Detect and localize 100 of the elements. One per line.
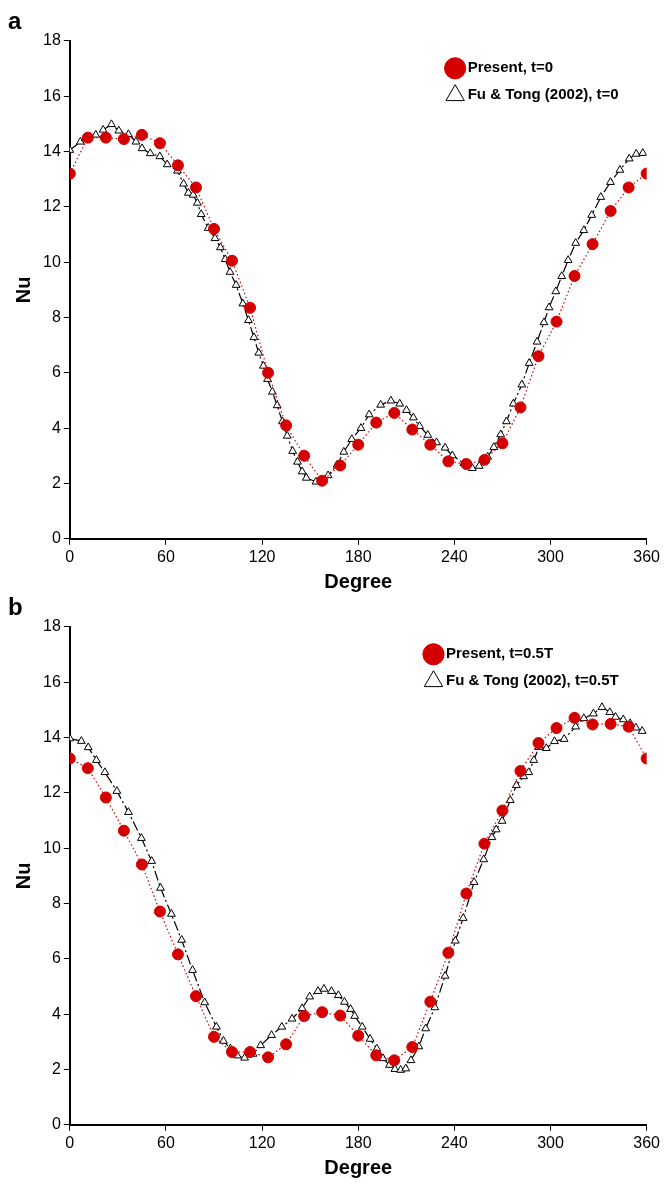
x-tick-label: 360 — [633, 1133, 661, 1151]
point — [568, 711, 581, 724]
point — [117, 133, 130, 146]
point — [550, 722, 563, 735]
point — [370, 416, 383, 429]
legend-label: Present, t=0.5T — [445, 644, 554, 662]
x-tick-label: 0 — [65, 1133, 75, 1151]
point — [532, 737, 545, 749]
point — [226, 254, 239, 267]
x-tick-label: 360 — [633, 547, 661, 565]
y-tick-label: 18 — [43, 617, 61, 635]
point — [135, 858, 148, 871]
x-tick-label: 240 — [441, 547, 468, 565]
point — [153, 137, 166, 150]
x-axis-title: Degree — [324, 1155, 393, 1178]
point — [460, 458, 473, 471]
point — [424, 438, 437, 451]
point — [478, 453, 491, 466]
x-tick-label: 120 — [248, 1133, 276, 1151]
point — [298, 449, 311, 462]
point — [406, 423, 419, 436]
x-tick-label: 300 — [537, 1133, 564, 1151]
y-axis-title: Nu — [11, 276, 34, 304]
y-tick-label: 0 — [51, 1115, 61, 1133]
legend-label: Fu & Tong (2002), t=0 — [467, 85, 619, 103]
point — [117, 824, 130, 837]
point — [622, 181, 635, 194]
point — [153, 905, 166, 918]
point — [532, 350, 545, 363]
point — [514, 764, 527, 777]
y-tick-label: 14 — [43, 727, 61, 745]
y-tick-label: 12 — [43, 197, 61, 215]
point — [586, 718, 599, 731]
point — [189, 990, 202, 1003]
point — [334, 459, 347, 472]
y-tick-label: 8 — [51, 893, 61, 911]
y-tick-label: 16 — [43, 86, 61, 104]
x-tick-label: 0 — [65, 547, 75, 565]
x-tick-label: 240 — [441, 1133, 468, 1151]
x-tick-label: 180 — [344, 547, 372, 565]
point — [460, 887, 473, 900]
y-tick-label: 6 — [51, 949, 61, 967]
y-tick-label: 0 — [51, 529, 61, 547]
point — [388, 406, 401, 419]
point — [262, 366, 275, 379]
y-tick-label: 18 — [43, 31, 61, 49]
x-tick-label: 60 — [157, 547, 175, 565]
point — [189, 181, 202, 194]
point — [604, 717, 617, 730]
point — [316, 1006, 329, 1019]
point — [496, 804, 509, 817]
point — [316, 474, 329, 487]
point — [370, 1049, 383, 1062]
point — [352, 1029, 365, 1042]
x-axis-title: Degree — [324, 569, 393, 592]
point — [81, 762, 94, 775]
y-tick-label: 2 — [51, 1059, 61, 1077]
point — [226, 1046, 239, 1059]
legend-label: Present, t=0 — [467, 58, 554, 76]
point — [478, 837, 491, 850]
point — [352, 438, 365, 451]
point — [171, 948, 184, 961]
point — [135, 128, 148, 141]
point — [622, 720, 635, 733]
y-tick-label: 10 — [43, 838, 61, 856]
y-tick-label: 12 — [43, 783, 61, 801]
chart-title: b — [8, 593, 23, 621]
y-tick-label: 4 — [51, 418, 61, 436]
y-axis-title: Nu — [11, 862, 34, 890]
point — [424, 995, 437, 1008]
point — [280, 1038, 293, 1051]
y-tick-label: 14 — [43, 141, 61, 159]
y-tick-label: 10 — [43, 252, 61, 270]
legend-label: Fu & Tong (2002), t=0.5T — [445, 671, 619, 689]
point — [604, 204, 617, 217]
y-tick-label: 8 — [51, 307, 61, 325]
y-tick-label: 4 — [51, 1004, 61, 1022]
point — [568, 269, 581, 282]
point — [388, 1054, 401, 1067]
point — [208, 1030, 221, 1043]
y-tick-label: 6 — [51, 363, 61, 381]
x-tick-label: 120 — [248, 547, 276, 565]
point — [496, 437, 509, 450]
point — [334, 1009, 347, 1022]
point — [442, 946, 455, 959]
chart-title: a — [8, 7, 22, 35]
point — [99, 791, 112, 804]
x-tick-label: 60 — [157, 1133, 175, 1151]
x-tick-label: 300 — [537, 547, 564, 565]
point — [514, 401, 527, 414]
point — [262, 1051, 275, 1064]
point — [280, 419, 293, 432]
y-tick-label: 16 — [43, 672, 61, 690]
point — [208, 222, 221, 235]
x-tick-label: 180 — [344, 1133, 372, 1151]
point — [244, 1046, 257, 1059]
point — [298, 1010, 311, 1023]
point — [244, 301, 257, 314]
point — [99, 131, 112, 144]
point — [406, 1041, 419, 1054]
